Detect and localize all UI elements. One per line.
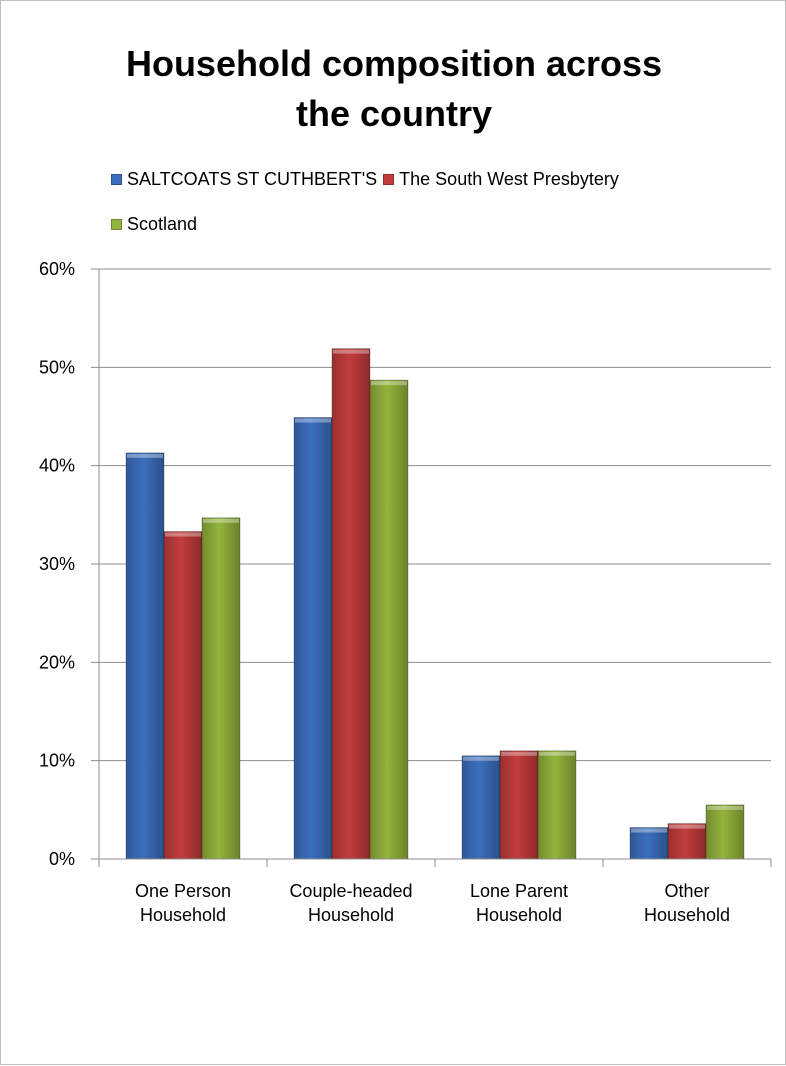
y-tick-label: 30% (39, 554, 75, 574)
legend-swatch-scotland (111, 218, 122, 230)
bar-0-0 (125, 452, 165, 860)
x-category-label: Other (664, 881, 709, 901)
bar-bevel-1-0 (295, 418, 331, 423)
x-category-label: Couple-headed (289, 881, 412, 901)
y-tick-label: 60% (39, 259, 75, 279)
legend-label-presbytery: The South West Presbytery (399, 168, 619, 189)
bar-1-2 (369, 379, 409, 860)
legend-swatch-saltcoats (111, 173, 122, 185)
x-category-label: Household (476, 905, 562, 925)
legend: SALTCOATS ST CUTHBERT'S The South West P… (111, 164, 625, 194)
bar-bevel-1-1 (333, 349, 369, 354)
y-tick-label: 10% (39, 751, 75, 771)
bar-0-1 (163, 531, 203, 860)
bar-3-1 (667, 823, 707, 860)
chart-title-line-1: Household composition across (125, 43, 663, 84)
bar-bevel-3-0 (631, 828, 667, 833)
bar-bevel-2-2 (539, 751, 575, 756)
chart-title-line-2: the country (295, 93, 492, 134)
bar-2-1 (499, 750, 539, 860)
y-tick-label: 0% (49, 849, 75, 869)
bar-2-2 (537, 750, 577, 860)
bar-1-0 (293, 417, 333, 860)
bar-bevel-2-1 (501, 751, 537, 756)
bar-1-1 (331, 348, 371, 860)
bar-bevel-0-0 (127, 453, 163, 458)
x-category-label: Household (644, 905, 730, 925)
legend-row-2: Scotland (111, 209, 203, 239)
y-tick-label: 50% (39, 357, 75, 377)
bar-bevel-2-0 (463, 756, 499, 761)
x-category-label: One Person (135, 881, 231, 901)
bar-bevel-3-2 (707, 805, 743, 810)
legend-label-scotland: Scotland (127, 213, 198, 234)
bar-2-0 (461, 755, 501, 860)
legend-swatch-presbytery (383, 173, 395, 185)
bar-0-2 (201, 517, 241, 860)
bar-3-2 (705, 804, 745, 860)
x-category-label: Lone Parent (470, 881, 568, 901)
bar-bevel-0-1 (165, 532, 201, 537)
x-category-label: Household (140, 905, 226, 925)
y-tick-label: 20% (39, 652, 75, 672)
legend-item-saltcoats: SALTCOATS ST CUTHBERT'S (111, 169, 377, 190)
bar-bevel-0-2 (203, 518, 239, 523)
bar-bevel-3-1 (669, 824, 705, 829)
y-tick-label: 40% (39, 456, 75, 476)
chart-title: Household composition across the country (1, 39, 786, 139)
legend-label-saltcoats: SALTCOATS ST CUTHBERT'S (127, 168, 378, 189)
x-category-label: Household (308, 905, 394, 925)
legend-item-scotland: Scotland (111, 214, 197, 235)
legend-item-presbytery: The South West Presbytery (383, 169, 619, 190)
bar-bevel-1-2 (371, 381, 407, 386)
